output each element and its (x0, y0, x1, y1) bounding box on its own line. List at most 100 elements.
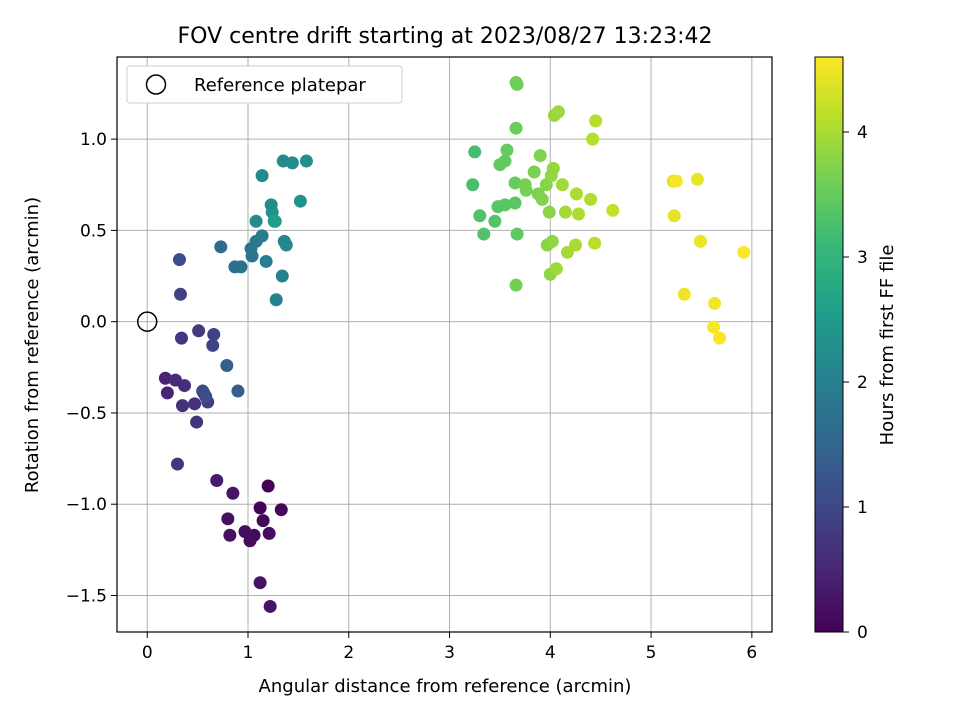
x-tick-label: 6 (746, 643, 757, 663)
data-point (190, 415, 204, 429)
data-point (551, 105, 565, 119)
chart-title: FOV centre drift starting at 2023/08/27 … (178, 24, 713, 49)
data-point (498, 198, 512, 212)
legend-reference-marker (145, 74, 167, 95)
data-point (707, 320, 721, 334)
data-point (249, 214, 263, 228)
data-point (498, 154, 512, 168)
x-tick-label: 1 (243, 643, 254, 663)
data-point (269, 293, 283, 307)
data-point (226, 486, 240, 500)
data-point (545, 234, 559, 248)
data-point (737, 245, 751, 259)
colorbar-ticks: 0 1 2 3 4 (843, 123, 868, 643)
data-point (262, 526, 276, 540)
data-point (256, 514, 270, 528)
data-point (572, 207, 586, 221)
data-point (210, 473, 224, 487)
data-point (178, 379, 192, 393)
data-point (160, 386, 174, 400)
colorbar (814, 56, 844, 633)
data-point (245, 249, 259, 263)
data-point (510, 227, 524, 241)
data-point (488, 214, 502, 228)
data-point (509, 278, 523, 292)
x-tick-label: 0 (142, 643, 153, 663)
data-point (259, 254, 273, 268)
data-point (588, 236, 602, 250)
y-tick-label: −1.5 (66, 586, 107, 606)
data-point (279, 238, 293, 252)
data-point (466, 178, 480, 192)
data-point (188, 397, 202, 411)
data-point (255, 229, 269, 243)
grid-lines (117, 57, 772, 632)
data-point (542, 205, 556, 219)
data-point (473, 209, 487, 223)
data-point (589, 114, 603, 128)
data-point (533, 149, 547, 163)
x-axis-label: Angular distance from reference (arcmin) (259, 676, 632, 697)
legend-box (126, 65, 403, 104)
y-tick-label: −0.5 (66, 404, 107, 424)
data-point (263, 599, 277, 613)
data-point (174, 331, 188, 345)
x-tick-label: 5 (646, 643, 657, 663)
data-point (468, 145, 482, 159)
x-tick-label: 4 (545, 643, 556, 663)
data-point (509, 121, 523, 135)
data-point (527, 165, 541, 179)
data-point (713, 331, 727, 345)
data-point (221, 512, 235, 526)
y-axis-ticks: −1.5 −1.0 −0.5 0.0 0.5 1.0 (66, 130, 117, 606)
data-point (285, 156, 299, 170)
data-point (158, 371, 172, 385)
data-point (690, 172, 704, 186)
data-point (275, 269, 289, 283)
data-point (667, 209, 681, 223)
data-point (677, 287, 691, 301)
data-point (669, 174, 683, 188)
data-point (261, 479, 275, 493)
data-point (299, 154, 313, 168)
data-point (253, 576, 267, 590)
data-point (546, 161, 560, 175)
reference-platepar-marker (136, 311, 158, 332)
data-point (555, 178, 569, 192)
plot-frame (116, 56, 773, 633)
data-point (206, 338, 220, 352)
data-point (477, 227, 491, 241)
colorbar-tick-label: 2 (857, 373, 868, 393)
data-point (274, 503, 288, 517)
colorbar-tick-label: 1 (857, 498, 868, 518)
data-point (708, 296, 722, 310)
y-axis-label: Rotation from reference (arcmin) (22, 197, 43, 493)
x-axis-ticks: 0 1 2 3 4 5 6 (142, 632, 757, 663)
data-point (586, 132, 600, 146)
data-points (158, 76, 751, 613)
data-point (207, 327, 221, 341)
data-point (549, 262, 563, 276)
y-tick-label: 1.0 (80, 130, 107, 150)
x-tick-label: 2 (343, 643, 354, 663)
data-point (192, 324, 206, 338)
data-point (234, 260, 248, 274)
data-point (220, 358, 234, 372)
colorbar-tick-label: 3 (857, 248, 868, 268)
data-point (253, 501, 267, 515)
legend: Reference platepar (126, 65, 403, 104)
data-point (535, 192, 549, 206)
data-point (508, 176, 522, 190)
data-point (223, 528, 237, 542)
data-point (293, 194, 307, 208)
data-point (238, 525, 252, 539)
colorbar-label: Hours from first FF file (877, 245, 898, 446)
data-point (267, 214, 281, 228)
y-tick-label: 0.0 (80, 313, 107, 333)
data-point (508, 196, 522, 210)
x-tick-label: 3 (444, 643, 455, 663)
y-tick-label: 0.5 (80, 221, 107, 241)
data-point (255, 169, 269, 183)
data-point (173, 287, 187, 301)
